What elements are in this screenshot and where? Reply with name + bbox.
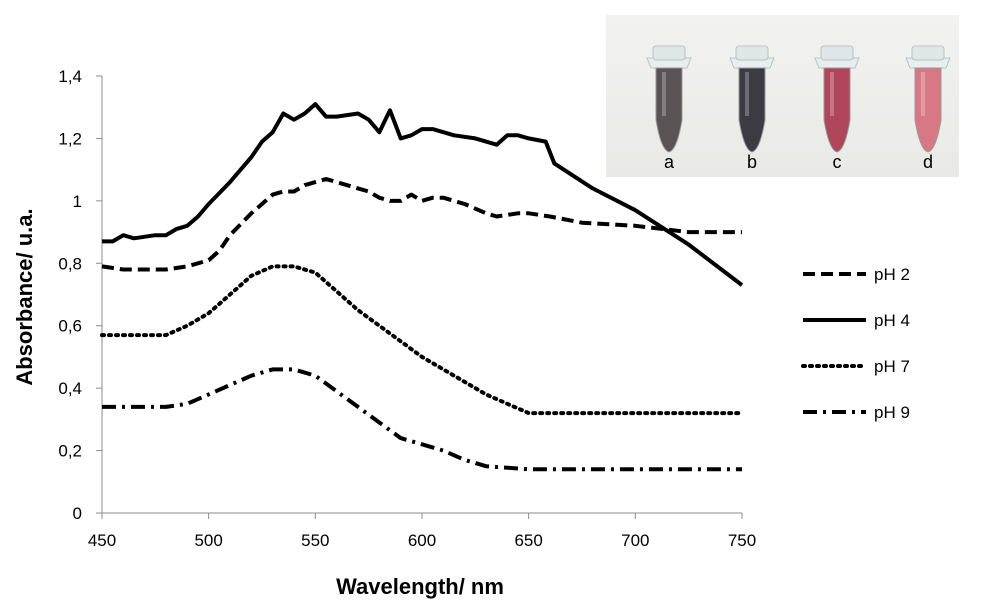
y-tick-label: 0,4 [58, 379, 82, 398]
legend-label: pH 9 [874, 403, 910, 422]
series-line-ph-7 [100, 264, 744, 416]
x-tick-label: 550 [301, 531, 329, 550]
y-axis-title: Absorbance/ u.a. [12, 208, 37, 385]
series-line-ph-9 [102, 367, 742, 472]
tube-b: b [729, 45, 775, 172]
tube-liquid [655, 67, 683, 153]
y-tick-label: 0 [73, 504, 82, 523]
tube-liquid [823, 67, 851, 153]
x-tick-label: 750 [728, 531, 756, 550]
tube-a: a [646, 45, 692, 172]
tube-highlight [662, 72, 666, 116]
series-line-ph-4 [102, 102, 744, 287]
y-tick-label: 0,8 [58, 254, 82, 273]
x-axis-title: Wavelength/ nm [336, 574, 504, 599]
tube-label: b [747, 152, 757, 172]
tube-liquid [914, 67, 942, 153]
tube-c: c [814, 45, 860, 172]
y-tick-label: 1 [73, 192, 82, 211]
tube-highlight [830, 72, 834, 116]
tube-liquid [738, 67, 766, 153]
legend-label: pH 7 [874, 357, 910, 376]
inset-photo: a b c d [606, 15, 959, 177]
series-line-ph-2 [101, 177, 742, 272]
y-tick-label: 1,4 [58, 67, 82, 86]
y-axis-ticks: 0 0,2 0,4 0,6 0,8 1 1,2 1,4 [58, 67, 102, 523]
y-tick-label: 1,2 [58, 129, 82, 148]
legend: pH 2 pH 4 pH 7 pH 9 [801, 265, 910, 422]
y-tick-label: 0,2 [58, 442, 82, 461]
y-tick-label: 0,6 [58, 317, 82, 336]
tube-label: d [923, 152, 933, 172]
x-tick-label: 700 [621, 531, 649, 550]
tube-lid [652, 45, 686, 61]
tube-highlight [921, 72, 925, 116]
x-axis-ticks: 450 500 550 600 650 700 750 [88, 513, 756, 550]
tube-lid [911, 45, 945, 61]
tube-label: c [833, 152, 842, 172]
tube-highlight [745, 72, 749, 116]
x-tick-label: 600 [408, 531, 436, 550]
tube-d: d [905, 45, 951, 172]
legend-label: pH 2 [874, 265, 910, 284]
legend-label: pH 4 [874, 311, 910, 330]
series-lines [100, 102, 744, 472]
tube-label: a [664, 152, 675, 172]
tube-lid [820, 45, 854, 61]
x-tick-label: 450 [88, 531, 116, 550]
x-tick-label: 500 [194, 531, 222, 550]
x-tick-label: 650 [514, 531, 542, 550]
tube-lid [735, 45, 769, 61]
